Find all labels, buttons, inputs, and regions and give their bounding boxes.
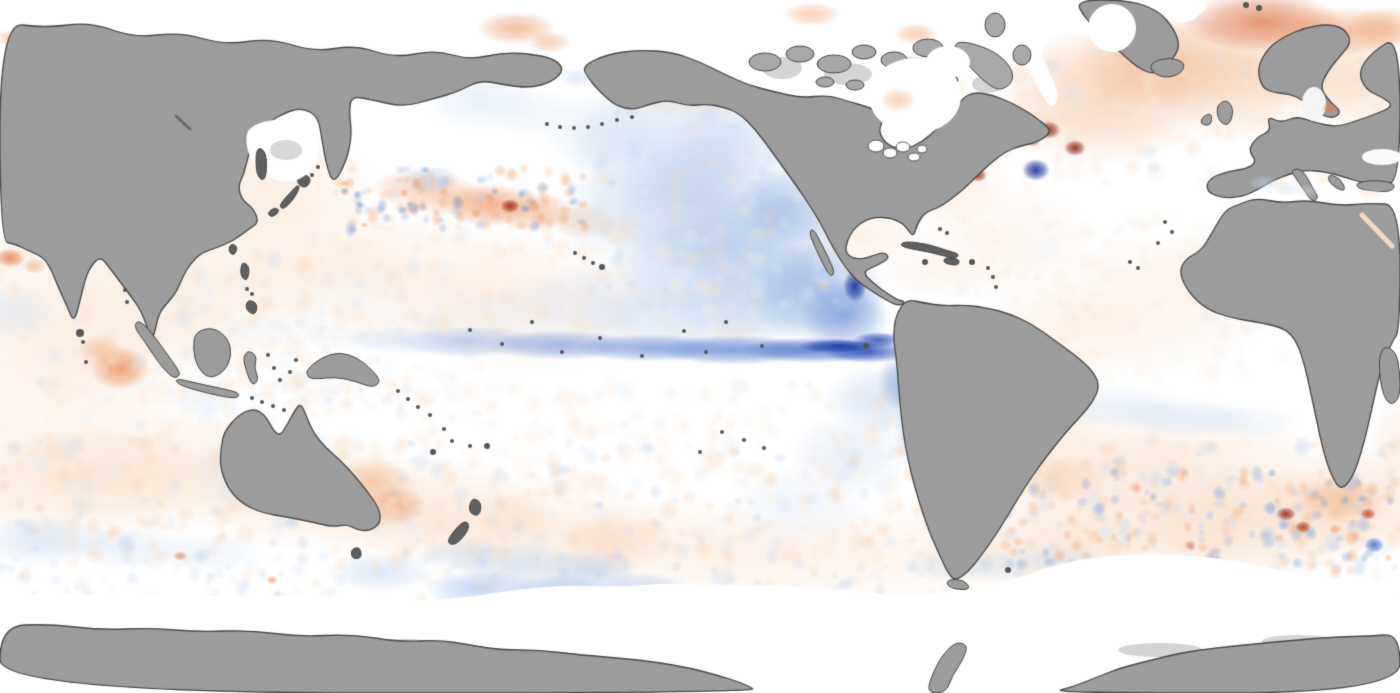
world-map-canvas (0, 0, 1400, 693)
sst-anomaly-world-map (0, 0, 1400, 693)
